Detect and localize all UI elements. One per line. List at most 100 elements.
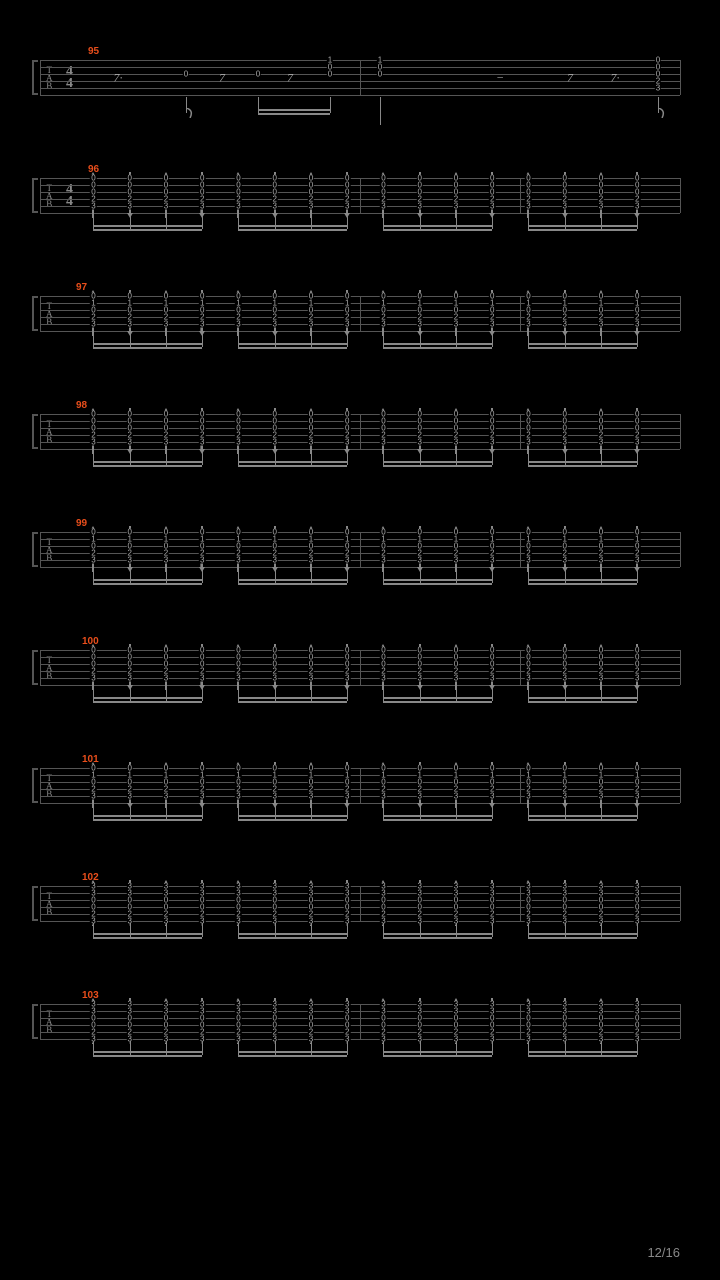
- barline: [520, 414, 521, 449]
- beam: [258, 113, 330, 115]
- fret-number: 3: [561, 557, 567, 564]
- fret-number: 3: [380, 439, 386, 446]
- rest: 7·: [611, 70, 620, 85]
- rest: 7: [567, 70, 573, 85]
- beam: [383, 815, 492, 817]
- fret-number: 3: [598, 439, 604, 446]
- tab-system-103: TAB1033300233300233300233300233300233300…: [40, 1004, 680, 1039]
- fret-number: 3: [199, 321, 205, 328]
- note-stem: [347, 215, 348, 229]
- beam: [238, 815, 347, 817]
- fret-number: 3: [525, 321, 531, 328]
- barline: [360, 60, 361, 95]
- barline: [40, 1004, 41, 1039]
- beam: [93, 347, 202, 349]
- note-flag: [186, 105, 194, 123]
- system-bracket: [32, 650, 38, 685]
- fret-number: 3: [163, 203, 169, 210]
- tab-system-97: TAB9701023010230102301023010230102301023…: [40, 296, 680, 331]
- barline: [360, 296, 361, 331]
- barline: [360, 650, 361, 685]
- beam: [528, 933, 637, 935]
- beam: [238, 343, 347, 345]
- beam: [93, 461, 202, 463]
- barline: [40, 650, 41, 685]
- beam: [383, 701, 492, 703]
- fret-number: 0: [327, 71, 333, 78]
- fret-number: 3: [308, 793, 314, 800]
- barline: [680, 178, 681, 213]
- rest: 7·: [114, 70, 123, 85]
- barline: [40, 768, 41, 803]
- note-stem: [637, 687, 638, 701]
- beam: [238, 1055, 347, 1057]
- fret-number: 3: [163, 439, 169, 446]
- fret-number: 3: [416, 793, 422, 800]
- fret-number: 3: [634, 321, 640, 328]
- fret-number: 3: [634, 675, 640, 682]
- fret-number: 3: [634, 557, 640, 564]
- barline: [40, 296, 41, 331]
- beam: [383, 933, 492, 935]
- note-stem: [492, 215, 493, 229]
- fret-number: 3: [561, 203, 567, 210]
- beam: [238, 701, 347, 703]
- note-stem: [637, 569, 638, 583]
- beam: [238, 933, 347, 935]
- fret-number: 3: [90, 793, 96, 800]
- fret-number: 3: [525, 557, 531, 564]
- note-stem: [347, 805, 348, 819]
- fret-number: 3: [308, 439, 314, 446]
- beam: [383, 1051, 492, 1053]
- fret-number: 3: [90, 439, 96, 446]
- barline: [360, 768, 361, 803]
- fret-number: 3: [380, 675, 386, 682]
- system-bracket: [32, 296, 38, 331]
- beam: [93, 343, 202, 345]
- fret-number: 3: [271, 557, 277, 564]
- barline: [680, 532, 681, 567]
- fret-number: 3: [525, 675, 531, 682]
- beam: [528, 229, 637, 231]
- fret-number: 3: [163, 793, 169, 800]
- fret-number: 3: [598, 675, 604, 682]
- note-stem: [492, 805, 493, 819]
- beam: [93, 933, 202, 935]
- fret-number: 3: [489, 203, 495, 210]
- fret-number: 3: [126, 439, 132, 446]
- beam: [238, 225, 347, 227]
- fret-number: 3: [380, 203, 386, 210]
- beam: [528, 347, 637, 349]
- fret-number: 3: [525, 439, 531, 446]
- fret-number: 3: [271, 321, 277, 328]
- beam: [93, 229, 202, 231]
- fret-number: 3: [126, 793, 132, 800]
- beam: [528, 701, 637, 703]
- system-bracket: [32, 768, 38, 803]
- fret-number: 3: [453, 439, 459, 446]
- barline: [520, 178, 521, 213]
- fret-number: 3: [235, 439, 241, 446]
- beam: [383, 1055, 492, 1057]
- fret-number: 3: [380, 793, 386, 800]
- fret-number: 3: [489, 675, 495, 682]
- note-stem: [347, 923, 348, 937]
- fret-number: 3: [561, 675, 567, 682]
- barline: [680, 886, 681, 921]
- note-stem: [202, 569, 203, 583]
- fret-number: 3: [163, 675, 169, 682]
- fret-number: 3: [344, 675, 350, 682]
- rest: 7: [287, 70, 293, 85]
- rest: −: [496, 70, 504, 85]
- note-stem: [492, 687, 493, 701]
- fret-number: 3: [90, 675, 96, 682]
- beam: [528, 583, 637, 585]
- fret-number: 3: [598, 321, 604, 328]
- fret-number: 3: [126, 203, 132, 210]
- beam: [238, 465, 347, 467]
- fret-number: 3: [308, 675, 314, 682]
- fret-number: 3: [163, 321, 169, 328]
- system-bracket: [32, 178, 38, 213]
- system-bracket: [32, 886, 38, 921]
- fret-number: 3: [453, 675, 459, 682]
